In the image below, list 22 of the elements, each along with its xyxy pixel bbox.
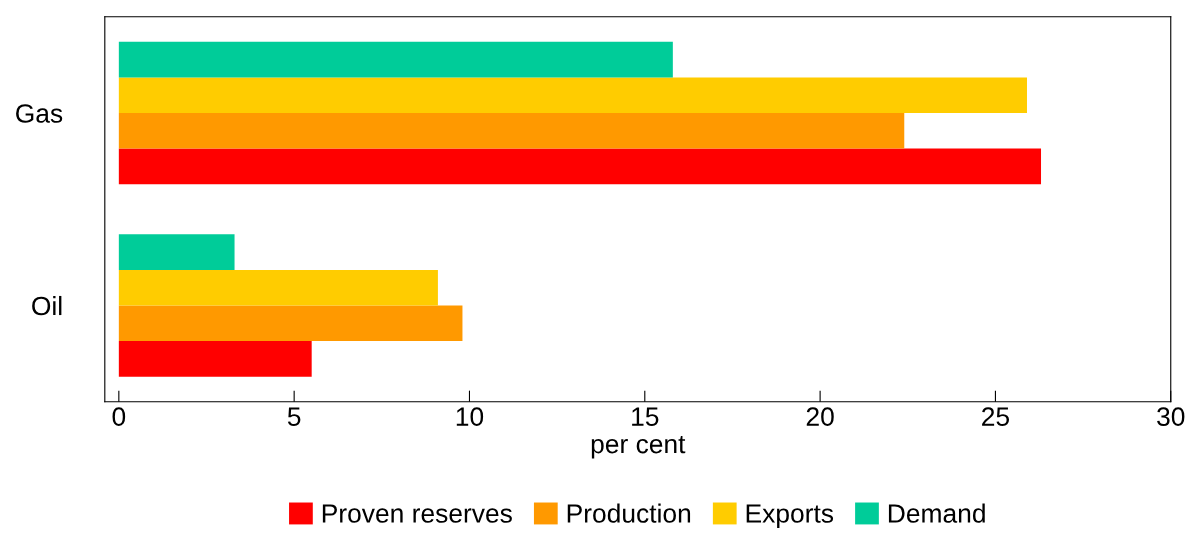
x-axis-title: per cent	[591, 436, 686, 459]
bar	[118, 148, 1042, 185]
legend-label: Proven reserves	[322, 504, 512, 523]
y-tick-label: Gas	[16, 104, 63, 123]
bar	[118, 341, 312, 377]
bar	[118, 112, 905, 149]
x-tick-label: 20	[806, 407, 834, 426]
bar	[118, 269, 438, 306]
x-tick-label: 30	[1157, 407, 1185, 426]
bar	[118, 234, 235, 270]
legend-label: Production	[567, 503, 691, 523]
legend-label: Exports	[746, 504, 834, 529]
x-tick-label: 0	[112, 407, 126, 426]
y-tick-label: Oil	[32, 295, 62, 316]
x-tick-label: 10	[456, 407, 484, 426]
bar	[118, 41, 673, 78]
x-tick-label: 15	[632, 407, 659, 426]
x-tick-label: 25	[982, 407, 1009, 426]
bar	[118, 77, 1027, 113]
bar	[118, 305, 463, 342]
x-tick-label: 5	[287, 407, 301, 426]
legend-label: Demand	[888, 503, 985, 523]
